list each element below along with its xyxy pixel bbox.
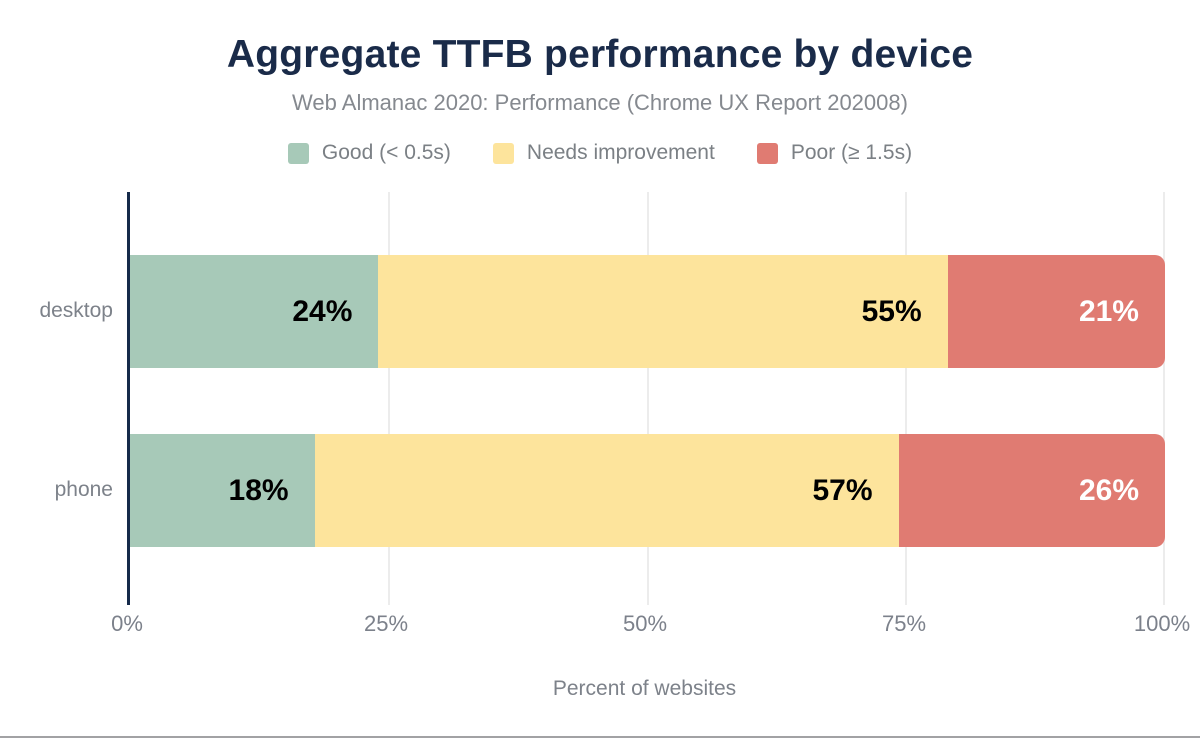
legend-item-good: Good (< 0.5s) bbox=[287, 141, 451, 165]
gridline-25 bbox=[387, 192, 390, 605]
good-swatch-icon bbox=[287, 142, 309, 164]
x-axis-title: Percent of websites bbox=[552, 677, 737, 700]
gridline-50 bbox=[646, 192, 649, 605]
value-label-desktop-needs-improvement: 55% bbox=[861, 294, 922, 328]
value-label-desktop-good: 24% bbox=[292, 294, 353, 328]
legend-item-needs-improvement: Needs improvement bbox=[492, 141, 715, 165]
bar-phone: 18% 57% 26% bbox=[130, 434, 1165, 547]
bar-desktop-good-segment: 24% bbox=[130, 255, 379, 368]
needs-improvement-swatch-icon bbox=[492, 142, 514, 164]
chart-subtitle: Web Almanac 2020: Performance (Chrome UX… bbox=[292, 90, 908, 115]
plot-area: 24% 55% 21% 18% 57% 26% bbox=[127, 192, 1165, 605]
x-tick-50: 50% bbox=[622, 611, 668, 636]
legend-label-poor: Poor (≥ 1.5s) bbox=[790, 141, 913, 164]
value-label-desktop-poor: 21% bbox=[1078, 294, 1139, 328]
bar-phone-needs-improvement-segment: 57% bbox=[314, 434, 899, 547]
x-tick-0: 0% bbox=[111, 611, 143, 636]
legend-label-needs-improvement: Needs improvement bbox=[526, 141, 715, 164]
value-label-phone-needs-improvement: 57% bbox=[812, 473, 873, 507]
x-tick-25: 25% bbox=[363, 611, 409, 636]
bar-phone-good-segment: 18% bbox=[130, 434, 315, 547]
bar-desktop-poor-segment: 21% bbox=[947, 255, 1165, 368]
poor-swatch-icon bbox=[756, 142, 778, 164]
legend-label-good: Good (< 0.5s) bbox=[321, 141, 451, 164]
y-category-phone: phone bbox=[54, 478, 113, 501]
bar-desktop: 24% 55% 21% bbox=[130, 255, 1165, 368]
y-category-desktop: desktop bbox=[39, 299, 113, 322]
legend-item-poor: Poor (≥ 1.5s) bbox=[756, 141, 913, 165]
chart-title: Aggregate TTFB performance by device bbox=[226, 33, 974, 76]
x-tick-100: 100% bbox=[1133, 611, 1191, 636]
x-tick-75: 75% bbox=[881, 611, 927, 636]
value-label-phone-good: 18% bbox=[228, 473, 289, 507]
legend: Good (< 0.5s) Needs improvement Poor (≥ … bbox=[0, 141, 1200, 165]
value-label-phone-poor: 26% bbox=[1078, 473, 1139, 507]
bar-desktop-needs-improvement-segment: 55% bbox=[378, 255, 948, 368]
bottom-divider bbox=[0, 736, 1200, 738]
gridline-100 bbox=[1163, 192, 1165, 605]
gridline-75 bbox=[905, 192, 908, 605]
bar-phone-poor-segment: 26% bbox=[898, 434, 1165, 547]
